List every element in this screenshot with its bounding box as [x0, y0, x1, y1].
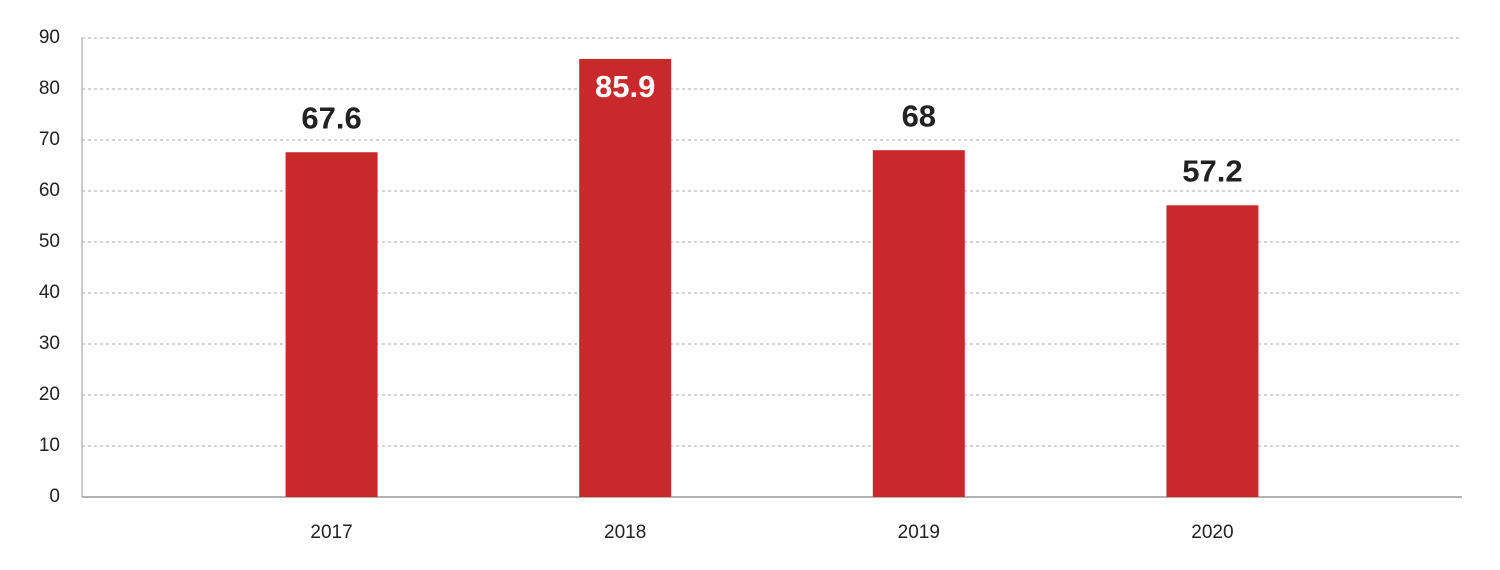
y-tick-label: 70: [39, 129, 60, 150]
value-label: 85.9: [595, 69, 655, 104]
bar: [285, 152, 378, 498]
value-label: 67.6: [301, 100, 361, 135]
x-tick-label: 2020: [1191, 522, 1233, 543]
y-tick-label: 0: [49, 486, 60, 507]
y-tick-label: 60: [39, 180, 60, 201]
y-tick-label: 80: [39, 78, 60, 99]
y-tick-label: 10: [39, 435, 60, 456]
bar: [872, 150, 965, 497]
value-label: 68: [902, 98, 936, 133]
bar: [1166, 205, 1259, 497]
y-tick-label: 50: [39, 231, 60, 252]
y-tick-label: 20: [39, 384, 60, 405]
value-label: 57.2: [1182, 153, 1242, 188]
y-tick-label: 90: [39, 27, 60, 48]
x-tick-label: 2019: [898, 522, 940, 543]
bar: [579, 58, 672, 497]
y-tick-label: 40: [39, 282, 60, 303]
x-tick-label: 2018: [604, 522, 646, 543]
x-tick-label: 2017: [310, 522, 352, 543]
y-tick-label: 30: [39, 333, 60, 354]
